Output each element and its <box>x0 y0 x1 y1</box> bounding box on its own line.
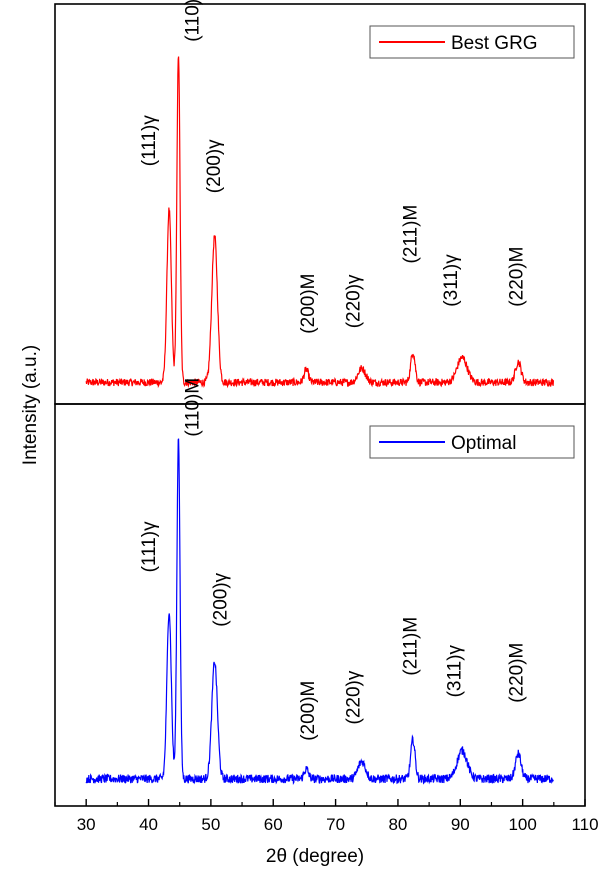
peak-label: (311)γ <box>441 254 462 307</box>
panel-frame <box>54 3 586 405</box>
legend-label: Optimal <box>451 433 516 454</box>
x-tick-label: 60 <box>264 815 283 834</box>
peak-label: (200)γ <box>204 139 225 193</box>
panel-frame <box>54 403 586 807</box>
peak-label: (200)M <box>298 681 319 741</box>
peak-label: (220)γ <box>343 274 364 328</box>
x-tick-label: 90 <box>451 815 470 834</box>
legend-label: Best GRG <box>451 33 538 54</box>
x-tick-label: 100 <box>508 815 536 834</box>
peak-label: (111)γ <box>139 115 160 167</box>
peak-label: (111)γ <box>139 521 160 573</box>
peak-label: (200)M <box>298 274 319 334</box>
x-tick-label: 40 <box>139 815 158 834</box>
peak-label: (220)γ <box>343 670 364 724</box>
peak-label: (311)γ <box>444 644 465 697</box>
peak-label: (110)M <box>182 0 203 42</box>
peak-label: (110)M <box>182 378 203 437</box>
peak-label: (220)M <box>507 643 528 703</box>
x-tick-label: 110 <box>571 815 598 834</box>
x-tick-label: 50 <box>201 815 220 834</box>
series-line <box>85 438 554 786</box>
y-axis-title: Intensity (a.u.) <box>20 345 41 465</box>
x-tick-label: 80 <box>388 815 407 834</box>
peak-label: (211)M <box>401 617 422 676</box>
peak-label: (211)M <box>401 205 422 264</box>
x-tick-label: 70 <box>326 815 345 834</box>
peak-label: (220)M <box>507 247 528 307</box>
panel-1: (111)γ (110)M (200)γ (200)M (220)γ (211)M (311… <box>54 0 586 405</box>
panel-2: (111)γ (110)M (200)γ (200)M (220)γ (211)M (311… <box>54 378 586 807</box>
x-axis-title: 2θ (degree) <box>266 846 364 867</box>
peak-label: (200)γ <box>211 572 232 626</box>
series-line <box>85 56 555 389</box>
x-tick-label: 30 <box>77 815 96 834</box>
